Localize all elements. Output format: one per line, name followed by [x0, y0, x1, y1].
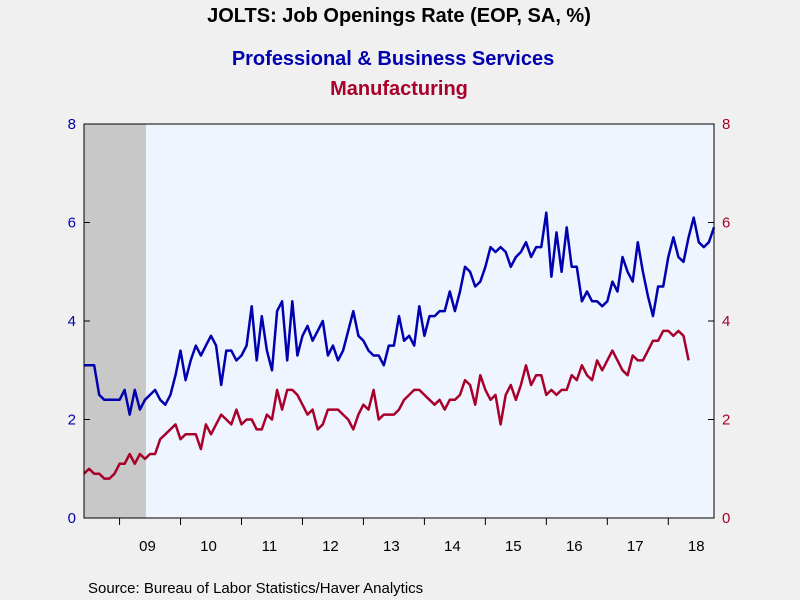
- legend-manufacturing: Manufacturing: [330, 78, 468, 100]
- x-tick-label-15: 15: [505, 538, 522, 555]
- series-line-professional-business-services: [84, 211, 716, 416]
- x-tick-label-16: 16: [566, 538, 583, 555]
- y-right-tick-label-6: 6: [722, 215, 730, 232]
- y-right-tick-label-4: 4: [722, 313, 730, 330]
- x-tick-label-10: 10: [200, 538, 217, 555]
- y-left-tick-label-4: 4: [68, 313, 76, 330]
- y-left-tick-label-2: 2: [68, 412, 76, 429]
- series-line-manufacturing: [83, 329, 690, 480]
- source-note: Source: Bureau of Labor Statistics/Haver…: [88, 580, 423, 597]
- x-tick-label-17: 17: [627, 538, 644, 555]
- recession-shading: [84, 124, 146, 518]
- x-tick-label-18: 18: [688, 538, 705, 555]
- x-axis: 09 10 11 12 13 14 15 16 17 18: [119, 518, 705, 555]
- y-right-tick-label-2: 2: [722, 412, 730, 429]
- y-left-tick-label-0: 0: [68, 510, 76, 527]
- y-right-tick-label-0: 0: [722, 510, 730, 527]
- x-tick-label-09: 09: [139, 538, 156, 555]
- chart-title: JOLTS: Job Openings Rate (EOP, SA, %): [207, 5, 591, 27]
- plot-frame: [83, 123, 715, 519]
- x-tick-label-12: 12: [322, 538, 339, 555]
- y-left-tick-label-6: 6: [68, 215, 76, 232]
- legend-professional-business-services: Professional & Business Services: [232, 48, 554, 70]
- series-lines: [83, 211, 716, 480]
- y-right-tick-label-8: 8: [722, 116, 730, 133]
- x-tick-label-13: 13: [383, 538, 400, 555]
- x-tick-label-14: 14: [444, 538, 461, 555]
- y-left-tick-label-8: 8: [68, 116, 76, 133]
- x-tick-label-11: 11: [262, 538, 278, 555]
